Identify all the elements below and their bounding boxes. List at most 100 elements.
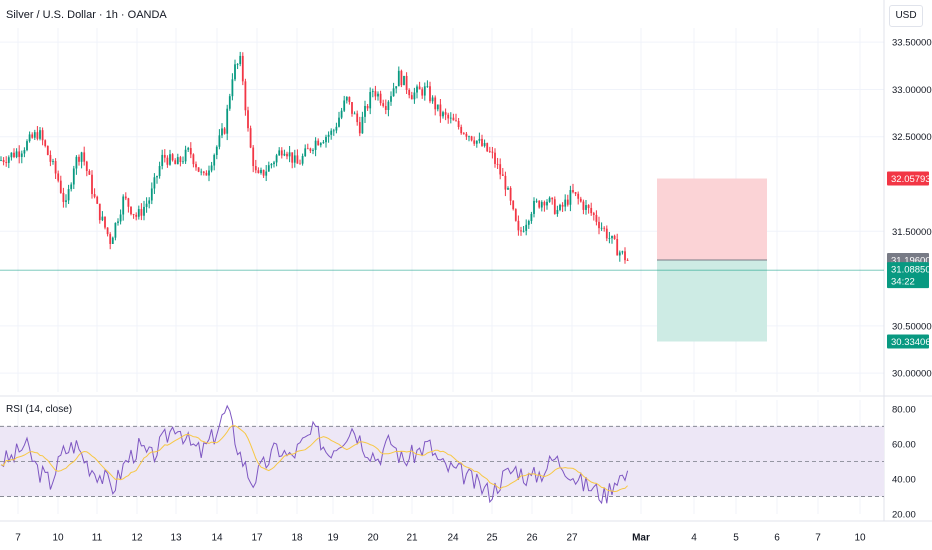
candle-body: [36, 132, 39, 139]
candle-body: [473, 140, 476, 144]
candle-body: [52, 161, 54, 162]
candle-body: [176, 157, 179, 165]
candle-body: [382, 103, 385, 107]
price-badge-last: [887, 262, 929, 289]
candle-body: [111, 237, 114, 244]
candle-body: [358, 122, 361, 134]
candle-body: [213, 155, 216, 166]
candle-body: [577, 193, 580, 199]
candle-body: [65, 200, 67, 202]
candle-body: [548, 197, 551, 202]
candle-body: [507, 187, 509, 190]
candle-body: [135, 214, 138, 217]
candle-body: [15, 151, 18, 158]
candle-body: [403, 75, 405, 86]
candle-body: [408, 89, 411, 96]
candle-body: [67, 189, 70, 201]
candle-body: [592, 213, 595, 215]
time-tick-label: 6: [774, 533, 780, 544]
candle-body: [80, 152, 83, 162]
rsi-panel[interactable]: [0, 404, 884, 505]
candle-body: [496, 163, 499, 165]
candle-body: [325, 136, 327, 143]
candle-body: [104, 216, 106, 228]
candle-body: [7, 157, 10, 163]
candle-body: [148, 200, 151, 204]
candle-body: [200, 171, 203, 173]
price-tick-label: 31.50000: [892, 227, 932, 238]
candle-body: [483, 143, 486, 146]
candle-body: [468, 136, 470, 138]
candle-body: [75, 156, 78, 169]
candle-body: [600, 227, 603, 229]
candle-body: [556, 209, 559, 214]
candle-body: [195, 164, 197, 168]
candle-body: [621, 251, 624, 253]
candle-body: [309, 148, 312, 151]
time-tick-label: 10: [52, 533, 64, 544]
price-badge-stop: [887, 171, 929, 186]
candle-body: [494, 152, 496, 164]
candle-body: [221, 128, 223, 136]
candle-body: [122, 196, 125, 215]
candle-body: [525, 224, 528, 231]
candle-body: [273, 162, 275, 165]
candle-body: [392, 88, 395, 97]
candle-body: [566, 199, 569, 205]
candle-body: [626, 260, 629, 261]
candle-body: [119, 214, 122, 222]
candle-body: [46, 145, 49, 155]
candle-body: [522, 230, 525, 232]
time-tick-label: 7: [815, 533, 821, 544]
candle-body: [400, 70, 403, 86]
candle-body: [150, 188, 153, 201]
candle-body: [574, 192, 577, 194]
candle-body: [488, 151, 491, 153]
candle-body: [20, 153, 23, 157]
candle-body: [317, 140, 320, 146]
candle-body: [161, 154, 164, 167]
candle-body: [460, 127, 463, 134]
rsi-tick-label: 60.00: [892, 439, 916, 450]
candle-body: [455, 120, 457, 122]
candle-body: [608, 238, 611, 240]
rsi-indicator-title[interactable]: RSI (14, close): [6, 404, 73, 415]
candle-body: [184, 149, 187, 162]
price-axis[interactable]: 33.50000 33.00000 32.50000 31.50000 30.50000…: [892, 38, 932, 380]
candle-body: [387, 101, 390, 110]
candle-body: [257, 170, 260, 173]
candle-body: [377, 93, 379, 97]
candle-body: [171, 154, 174, 161]
time-tick-label: Mar: [632, 533, 650, 544]
candle-body: [616, 239, 619, 256]
candle-body: [182, 161, 184, 163]
candle-body: [13, 152, 15, 158]
time-tick-label: 14: [211, 533, 223, 544]
candle-body: [41, 130, 44, 141]
candle-body: [353, 113, 356, 115]
time-tick-label: 20: [367, 533, 379, 544]
candle-body: [174, 160, 177, 165]
take-profit-zone[interactable]: [657, 260, 767, 342]
symbol-title[interactable]: Silver / U.S. Dollar · 1h · OANDA: [6, 9, 167, 21]
candle-body: [293, 155, 296, 163]
candle-body: [520, 230, 522, 232]
candle-body: [551, 197, 554, 200]
time-tick-label: 21: [406, 533, 418, 544]
currency-button[interactable]: USD: [889, 5, 923, 27]
stop-loss-zone[interactable]: [657, 178, 767, 261]
candle-body: [262, 169, 265, 176]
time-axis[interactable]: 7 10 11 12 13 14 17 18 19 20 21 24 25 26 27 Mar 4 5 6 7 10: [15, 533, 866, 544]
candle-body: [265, 171, 268, 176]
candle-body: [426, 86, 429, 88]
price-badge-label: 31.19600: [891, 256, 931, 267]
candle-body: [78, 156, 80, 162]
price-tick-label: 33.50000: [892, 38, 932, 49]
time-tick-label: 5: [733, 533, 739, 544]
candle-body: [93, 194, 96, 197]
position-zones[interactable]: [657, 178, 767, 342]
candle-body: [390, 96, 392, 102]
candle-body: [210, 165, 213, 171]
candle-body: [283, 153, 286, 156]
